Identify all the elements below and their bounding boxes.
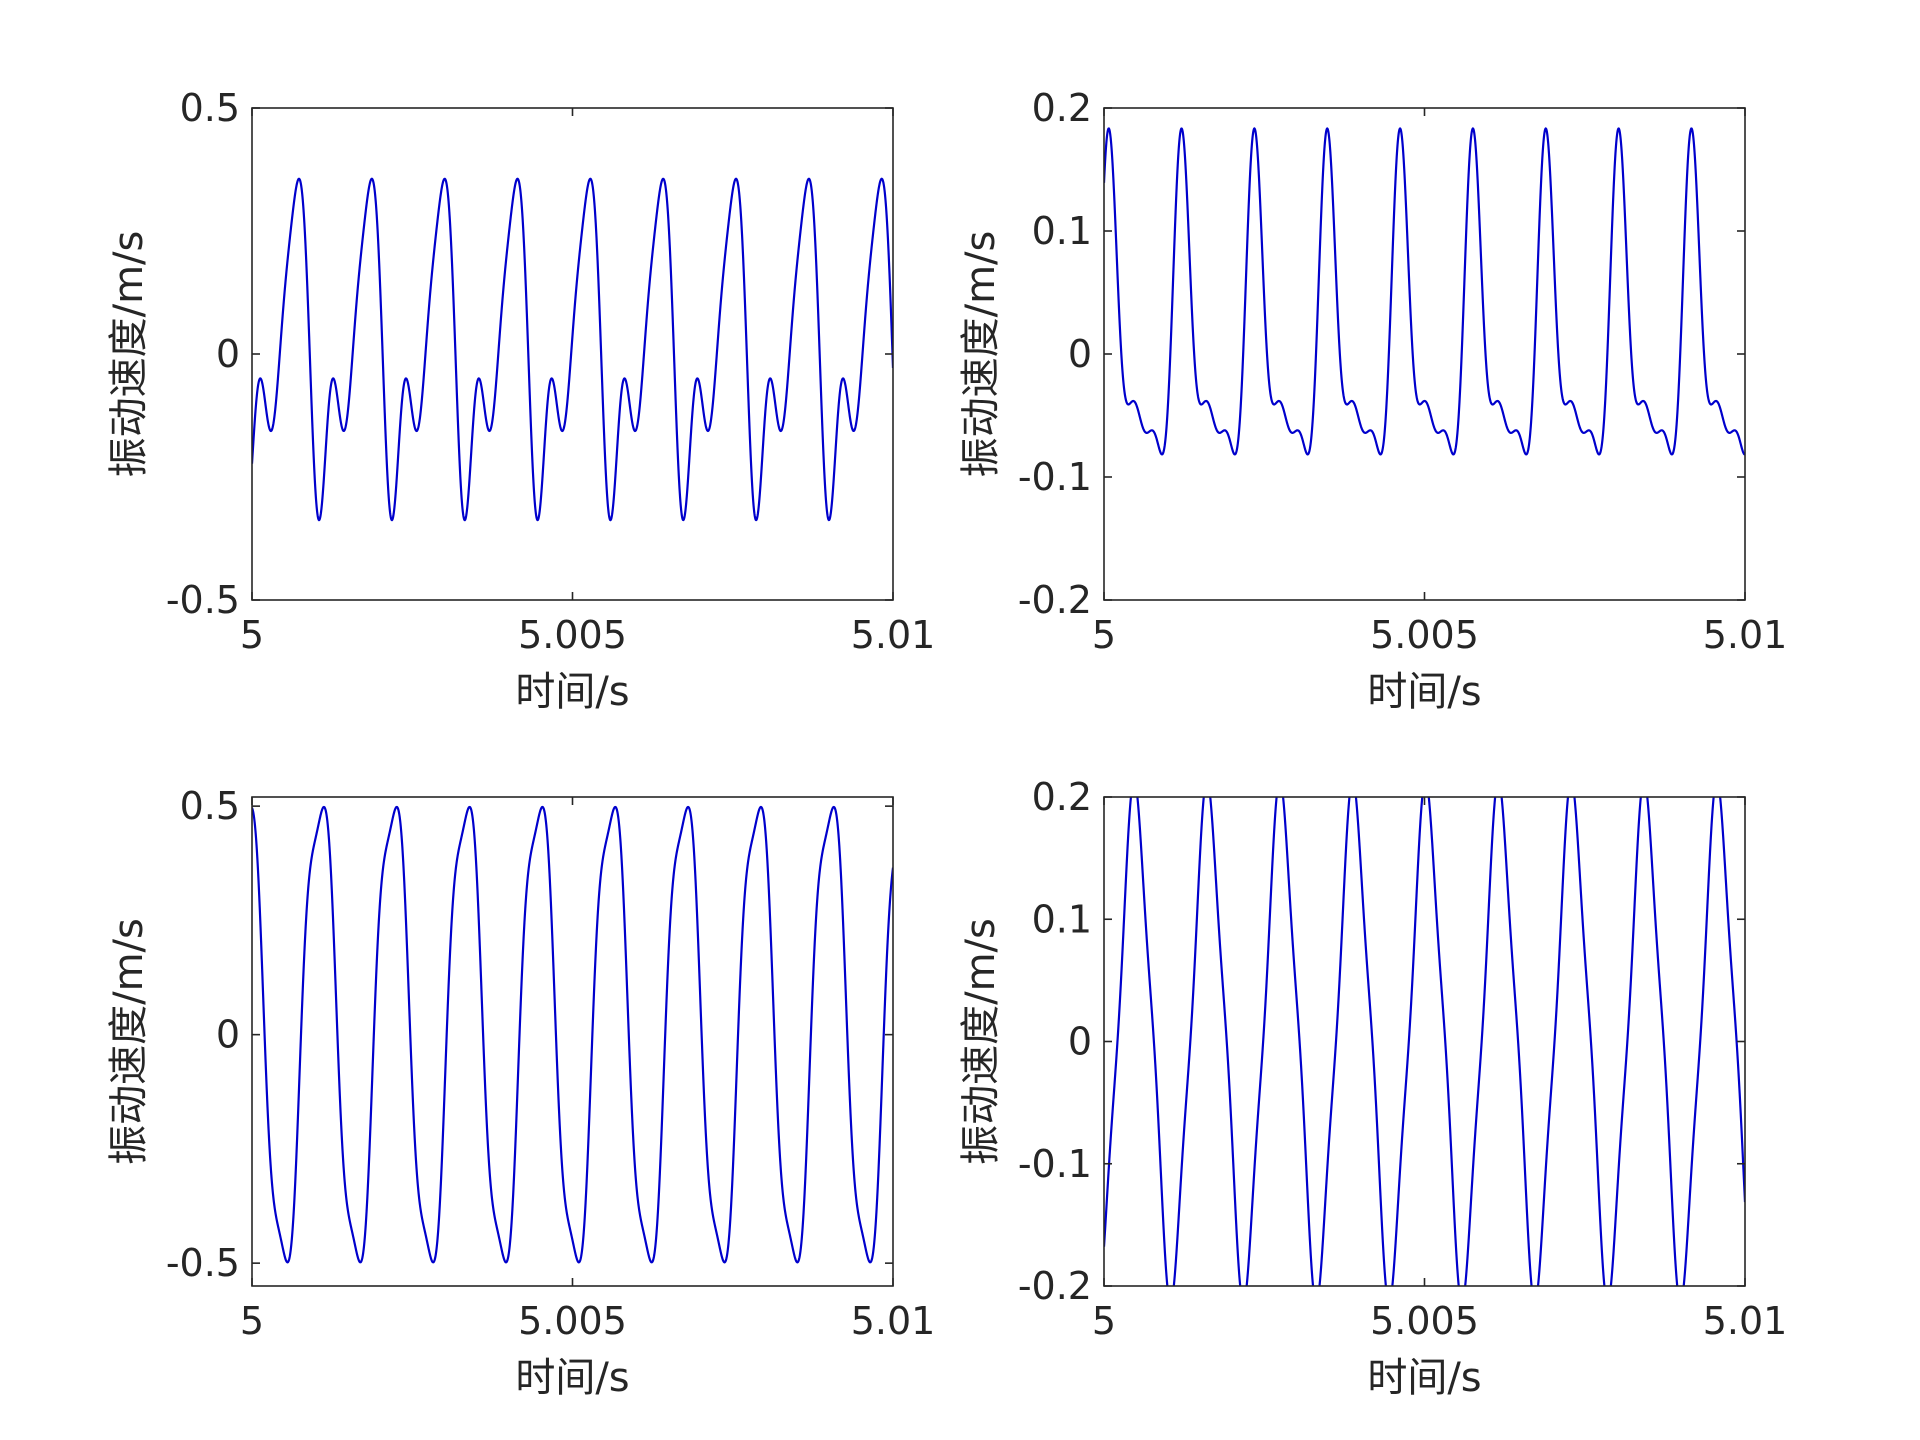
subplot-1: 5 5.005 5.01 -0.5 0 0.5 时间/s 振动速度/m/s [106,86,935,715]
x-tick-label: 5.005 [518,1299,627,1343]
x-tick-label: 5 [1092,1299,1116,1343]
y-axis-label: 振动速度/m/s [958,918,1004,1165]
y-tick-label: 0.1 [1032,209,1092,253]
x-tick-label: 5.01 [851,1299,936,1343]
series-line-1 [252,177,893,522]
x-tick-label: 5.01 [1703,613,1788,657]
series-line-1 [1104,127,1745,456]
subplot-2: 5 5.005 5.01 -0.2 -0.1 0 0.1 0.2 时间/s 振动速度/m/s [958,86,1787,715]
y-tick-label: 0.5 [180,86,240,130]
x-tick-label: 5 [240,1299,264,1343]
y-tick-label: -0.2 [1018,578,1092,622]
series-line-1 [1104,797,1745,1286]
x-axis-label: 时间/s [515,669,629,715]
x-tick-label: 5 [240,613,264,657]
x-axis-label: 时间/s [1367,669,1481,715]
y-tick-label: -0.1 [1018,1142,1092,1186]
x-tick-label: 5.01 [1703,1299,1788,1343]
y-tick-label: 0 [216,1013,240,1057]
y-tick-label: 0 [216,332,240,376]
y-axis-label: 振动速度/m/s [106,918,152,1165]
series-line-1 [252,805,893,1264]
x-tick-label: 5 [1092,613,1116,657]
y-tick-label: 0.2 [1032,775,1092,819]
x-axis-label: 时间/s [515,1355,629,1401]
x-tick-label: 5.005 [518,613,627,657]
x-tick-label: 5.01 [851,613,936,657]
x-tick-label: 5.005 [1370,613,1479,657]
y-tick-label: 0.5 [180,784,240,828]
subplot-3: 5 5.005 5.01 -0.5 0 0.5 时间/s 振动速度/m/s [106,784,935,1401]
x-tick-label: 5.005 [1370,1299,1479,1343]
x-axis-label: 时间/s [1367,1355,1481,1401]
y-tick-label: -0.5 [166,1241,240,1285]
y-tick-label: 0 [1068,1020,1092,1064]
y-tick-label: -0.1 [1018,455,1092,499]
y-axis-label: 振动速度/m/s [106,231,152,478]
y-tick-label: 0.2 [1032,86,1092,130]
y-tick-label: -0.2 [1018,1264,1092,1308]
y-tick-label: -0.5 [166,578,240,622]
y-tick-label: 0.1 [1032,897,1092,941]
y-axis-label: 振动速度/m/s [958,231,1004,478]
subplot-4: 5 5.005 5.01 -0.2 -0.1 0 0.1 0.2 时间/s 振动速度/m/s [958,775,1787,1401]
y-tick-label: 0 [1068,332,1092,376]
